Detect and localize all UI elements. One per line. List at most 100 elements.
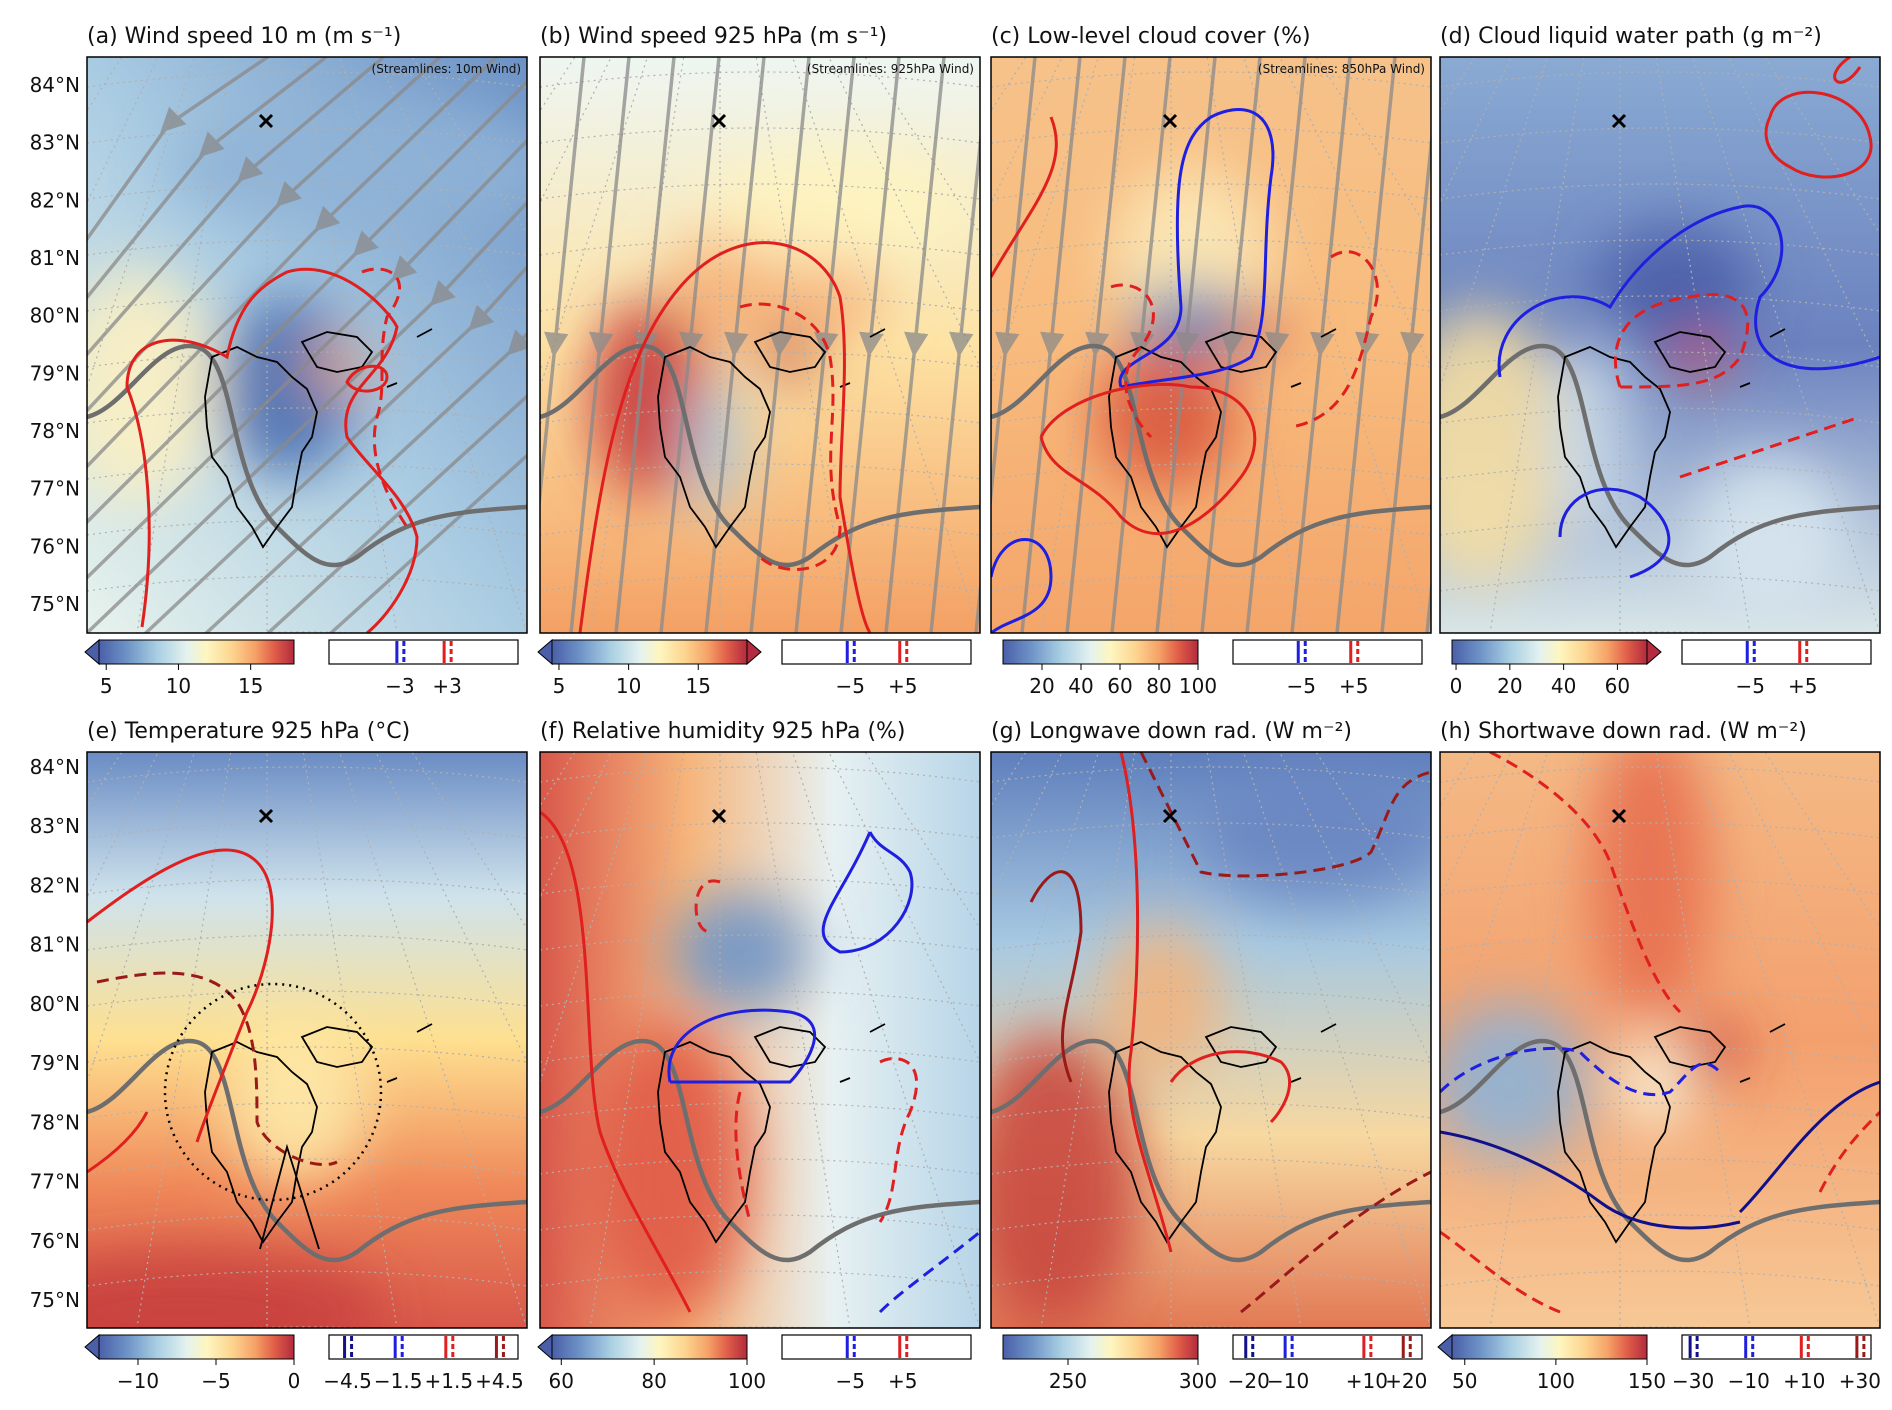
graticule <box>1440 57 1549 390</box>
contour-legend <box>1681 639 1872 665</box>
streamline <box>1200 57 1262 633</box>
graticule <box>1242 752 1431 1328</box>
colorbar-tick-label: 100 <box>1179 674 1217 698</box>
field-blobs <box>590 892 810 1322</box>
graticule <box>755 752 851 1328</box>
contour-level-label: +3 <box>432 674 461 698</box>
contour-line <box>1118 108 1275 389</box>
streamline <box>87 79 527 525</box>
graticule <box>1655 752 1751 1328</box>
graticule <box>991 183 1431 200</box>
colorbar <box>551 639 748 665</box>
streamline <box>1335 57 1397 633</box>
colorbar <box>1002 639 1199 665</box>
colorbar-tick-label: 20 <box>1029 674 1054 698</box>
map-frame <box>86 56 528 634</box>
coastline <box>1557 328 1786 549</box>
colorbar-tick-label: 250 <box>1049 1369 1087 1393</box>
contour-line <box>1110 283 1155 439</box>
graticule <box>1440 990 1880 1007</box>
ice-edge <box>991 1038 1431 1263</box>
field-blob <box>760 337 820 377</box>
graticule <box>540 1158 980 1175</box>
colorbar-extend <box>537 638 553 666</box>
contour-line <box>578 241 872 633</box>
contour-level-label: +20 <box>1385 1369 1427 1393</box>
graticule <box>540 990 980 1007</box>
streamline <box>1020 57 1082 633</box>
graticule <box>87 1046 527 1063</box>
graticule <box>991 463 1431 480</box>
contour-line <box>734 1091 752 1223</box>
contour-level-label: −4.5 <box>323 1369 372 1393</box>
graticule <box>540 1270 980 1287</box>
contour-line <box>821 831 914 954</box>
graticule <box>87 57 196 390</box>
latitude-label: 82°N <box>30 188 80 212</box>
graticule <box>540 575 980 592</box>
streamline <box>1245 57 1307 633</box>
target-marker <box>711 113 727 129</box>
graticule <box>1242 57 1431 633</box>
latitude-label: 78°N <box>30 419 80 443</box>
colorbar-tick-label: −5 <box>201 1369 230 1393</box>
streamline <box>929 128 980 633</box>
contour-line <box>1833 57 1862 84</box>
contour-line <box>878 1057 918 1223</box>
colorbar-tick-label: 15 <box>686 674 711 698</box>
coastline <box>204 1023 433 1244</box>
latitude-label: 78°N <box>30 1110 80 1134</box>
map-frame <box>990 751 1432 1329</box>
graticule <box>87 766 527 783</box>
map-frame <box>539 56 981 634</box>
coastline <box>657 328 886 549</box>
ice-edge <box>1440 343 1880 568</box>
streamline <box>87 57 329 301</box>
graticule <box>302 57 398 633</box>
contour-level-label: −10 <box>1728 1369 1770 1393</box>
colorbar-tick-label: 100 <box>1537 1369 1575 1393</box>
panel-title: (h) Shortwave down rad. (W m⁻²) <box>1440 719 1807 744</box>
contour-level-label: +5 <box>888 674 917 698</box>
graticule <box>991 519 1431 536</box>
graticule <box>1489 57 1585 633</box>
graticule <box>87 752 196 1085</box>
graticule <box>991 71 1431 88</box>
graticule <box>991 1102 1431 1119</box>
contour-line <box>1558 487 1671 579</box>
target-marker <box>1611 113 1627 129</box>
latitude-label: 80°N <box>30 992 80 1016</box>
colorbar-extend <box>746 638 762 666</box>
ice-edge <box>540 343 980 568</box>
colorbar <box>98 1334 295 1360</box>
graticule <box>1440 519 1880 536</box>
latitude-label: 79°N <box>30 1051 80 1075</box>
contour-line <box>1440 1130 1741 1230</box>
latitude-label: 83°N <box>30 814 80 838</box>
map-panel <box>1439 56 1881 634</box>
streamline <box>749 57 811 633</box>
contour-level-label: −3 <box>385 674 414 698</box>
field-blob <box>991 1032 1141 1328</box>
graticule <box>302 752 398 1328</box>
field-blob <box>1615 1032 1695 1132</box>
map-panel <box>1439 751 1881 1329</box>
coastline <box>1108 328 1337 549</box>
coastline <box>1557 1023 1786 1244</box>
colorbar-tick-label: 150 <box>1628 1369 1666 1393</box>
latitude-label: 76°N <box>30 534 80 558</box>
graticule <box>589 752 685 1328</box>
latitude-label: 84°N <box>30 73 80 97</box>
streamline <box>87 57 387 357</box>
streamline <box>87 57 499 469</box>
contour-line <box>1240 1170 1431 1314</box>
graticule <box>1440 575 1880 592</box>
graticule <box>540 878 980 895</box>
map-frame <box>86 751 528 1329</box>
colorbar-extend <box>1437 1333 1453 1361</box>
colorbar <box>98 639 295 665</box>
latitude-label: 77°N <box>30 477 80 501</box>
graticule <box>87 990 527 1007</box>
field-blob <box>1440 307 1570 587</box>
